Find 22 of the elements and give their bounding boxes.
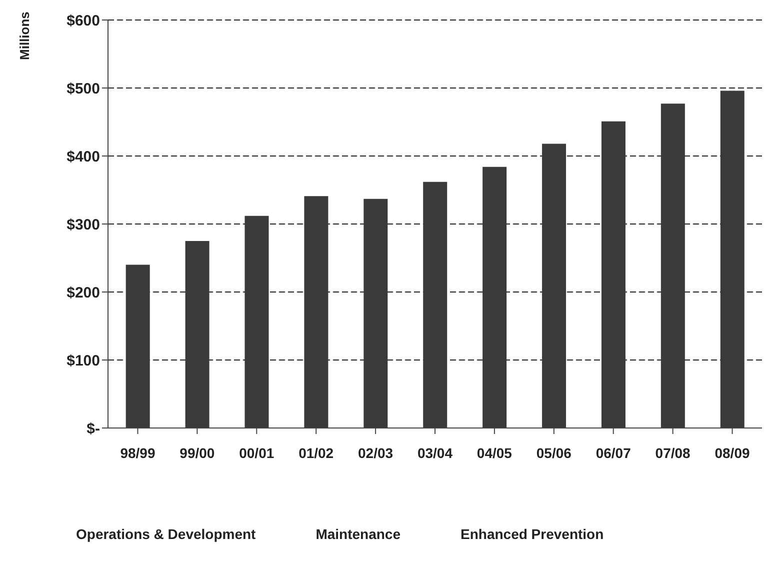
- x-tick-label: 02/03: [358, 444, 394, 461]
- x-tick-label: 06/07: [596, 444, 632, 461]
- y-tick-label: $100: [66, 352, 100, 370]
- y-axis-title: Millions: [17, 12, 32, 60]
- x-tick-label: 04/05: [476, 444, 512, 461]
- x-tick-label: 07/08: [655, 444, 691, 461]
- y-tick-label: $500: [66, 80, 100, 98]
- x-tick-label: 08/09: [714, 444, 750, 461]
- text: Maintenance: [316, 526, 401, 542]
- x-tick-label: 98/99: [120, 444, 156, 461]
- x-tick-label: 03/04: [417, 444, 453, 461]
- y-tick-label: $200: [66, 284, 100, 302]
- x-tick-label: 00/01: [239, 444, 274, 461]
- text: Operations & Development: [76, 526, 256, 542]
- text: Enhanced Prevention: [460, 526, 604, 542]
- x-tick-label: 99/00: [180, 444, 215, 461]
- y-tick-label: $-: [86, 420, 100, 438]
- y-tick-label: $400: [66, 148, 100, 166]
- y-tick-label: $300: [66, 216, 100, 234]
- y-tick-label: $600: [66, 12, 100, 30]
- x-tick-label: 05/06: [536, 444, 572, 461]
- x-tick-label: 01/02: [298, 444, 334, 461]
